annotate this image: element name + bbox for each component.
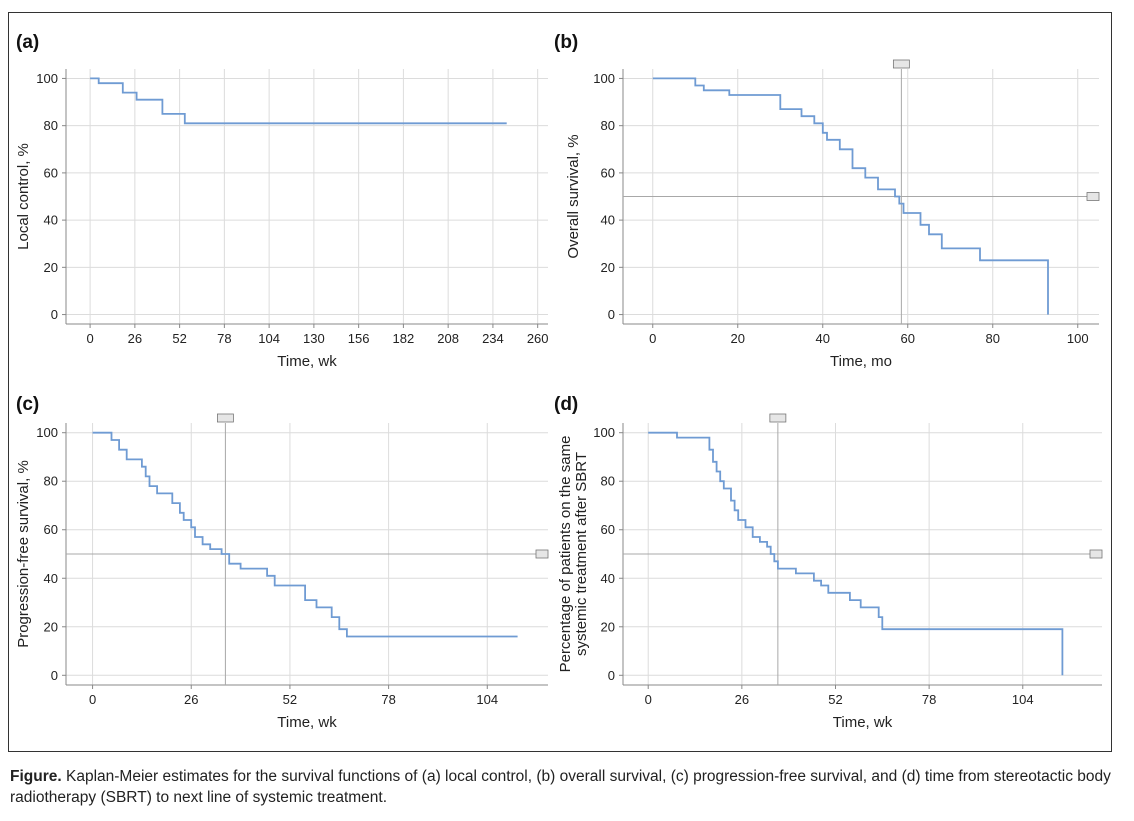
x-tick-label: 156 [348,331,370,346]
x-tick-label: 260 [527,331,549,346]
y-tick-label: 20 [601,260,615,275]
x-tick-label: 104 [476,692,498,707]
median-y-marker [1089,549,1103,559]
km-curve [92,431,518,638]
figure-frame [8,12,1112,752]
median-x-marker [769,413,787,423]
x-tick-label: 26 [128,331,142,346]
y-axis-label: systemic treatment after SBRT [573,452,590,656]
x-tick-label: 78 [381,692,395,707]
y-tick-label: 0 [608,668,615,683]
y-tick-label: 0 [51,307,58,322]
y-tick-label: 20 [44,260,58,275]
panel-letter: (a) [16,32,40,53]
y-tick-label: 40 [601,213,615,228]
y-axis-label: Local control, % [15,143,32,250]
y-tick-label: 60 [44,165,58,180]
y-tick-label: 80 [44,474,58,489]
median-y-marker [535,549,549,559]
x-tick-label: 80 [986,331,1000,346]
y-tick-label: 40 [44,571,58,586]
km-chart-c: 0 20 40 60 80 100 0 26 52 78 104 Time, wk Progressio… [15,413,549,731]
km-chart-d: 0 20 40 60 80 100 0 26 52 78 104 Time, wk Percentage… [557,413,1103,731]
median-x-marker [892,59,910,69]
median-x-marker [217,413,234,423]
y-tick-label: 80 [601,118,615,133]
x-tick-label: 26 [735,692,749,707]
x-axis-label: Time, wk [277,353,337,370]
y-tick-label: 100 [36,425,58,440]
figure-caption: Figure. Kaplan-Meier estimates for the s… [10,766,1118,808]
y-tick-label: 60 [601,165,615,180]
y-axis-label: Overall survival, % [565,134,582,258]
x-tick-label: 0 [89,692,96,707]
y-axis-label: Percentage of patients on the same [558,436,574,673]
y-tick-label: 20 [44,619,58,634]
panel-letter: (b) [554,32,579,53]
caption-text: Kaplan-Meier estimates for the survival … [10,768,1111,806]
median-y-marker [1086,192,1100,201]
x-tick-label: 52 [828,692,842,707]
panel-c: (c) 0 20 40 60 80 100 0 26 52 78 104 Time, wk Progre… [8,390,558,752]
caption-label: Figure. [10,768,62,785]
x-tick-label: 26 [184,692,198,707]
km-chart-b: 0 20 40 60 80 100 0 20 40 60 80 100 Time, mo Overall … [565,59,1100,370]
x-tick-label: 0 [86,331,93,346]
y-tick-label: 60 [44,522,58,537]
y-tick-label: 100 [36,71,58,86]
x-tick-label: 78 [922,692,936,707]
panel-letter: (d) [554,394,579,415]
y-tick-label: 40 [601,571,615,586]
km-curve [652,77,1049,315]
x-tick-label: 234 [482,331,504,346]
x-tick-label: 60 [901,331,915,346]
x-tick-label: 0 [649,331,656,346]
y-tick-label: 0 [51,668,58,683]
x-tick-label: 40 [816,331,830,346]
x-tick-label: 78 [217,331,231,346]
km-curve [90,77,507,125]
panel-b: (b) 0 20 40 60 80 100 0 20 40 60 80 100 Time, mo Over… [554,14,1110,392]
x-tick-label: 52 [172,331,186,346]
y-tick-label: 80 [601,474,615,489]
x-tick-label: 208 [437,331,459,346]
km-chart-a: 0 20 40 60 80 100 0 26 52 78 104 130 156 182 208 234 260… [15,69,549,370]
x-axis-label: Time, wk [833,714,893,731]
y-tick-label: 60 [601,522,615,537]
x-tick-label: 0 [645,692,652,707]
x-tick-label: 52 [283,692,297,707]
y-tick-label: 100 [593,425,615,440]
x-tick-label: 104 [1012,692,1034,707]
panel-letter: (c) [16,394,40,415]
x-axis-label: Time, mo [830,353,892,370]
x-tick-label: 20 [731,331,745,346]
km-curve [648,431,1064,676]
y-axis-label: Progression-free survival, % [15,460,32,648]
y-tick-label: 100 [593,71,615,86]
x-axis-label: Time, wk [277,714,337,731]
y-tick-label: 20 [601,619,615,634]
y-tick-label: 80 [44,118,58,133]
y-tick-label: 0 [608,307,615,322]
panel-a: (a) 0 20 40 60 80 100 0 26 52 78 104 130 156 182 208 23… [8,14,558,392]
panel-d: (d) 0 20 40 60 80 100 0 26 52 78 104 Time, wk Percen… [554,390,1110,752]
x-tick-label: 182 [393,331,415,346]
x-tick-label: 100 [1067,331,1089,346]
x-tick-label: 104 [258,331,280,346]
x-tick-label: 130 [303,331,325,346]
y-tick-label: 40 [44,213,58,228]
